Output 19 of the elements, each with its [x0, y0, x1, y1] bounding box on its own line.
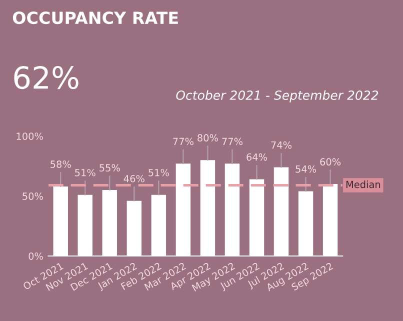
data-label: 80%	[198, 134, 218, 142]
data-label: 51%	[148, 168, 169, 176]
data-label: 64%	[246, 153, 268, 161]
data-label: 77%	[222, 138, 242, 146]
y-tick-label: 100%	[16, 132, 43, 140]
data-label: 58%	[50, 160, 71, 168]
data-label: 74%	[271, 141, 292, 149]
y-tick-label: 0%	[28, 252, 43, 260]
text: 62%	[14, 66, 78, 90]
data-label: 60%	[320, 158, 341, 166]
data-label: 55%	[100, 164, 120, 172]
data-label: 77%	[173, 138, 194, 146]
chart-subtitle: October 2021 - September 2022	[176, 90, 378, 102]
ref-line-label: Median	[346, 180, 380, 188]
data-label: 46%	[124, 174, 144, 182]
y-tick-label: 50%	[22, 192, 43, 200]
data-label: 51%	[75, 168, 96, 176]
chart-title: OCCUPANCY RATE	[12, 11, 178, 24]
data-label: 54%	[296, 165, 316, 173]
